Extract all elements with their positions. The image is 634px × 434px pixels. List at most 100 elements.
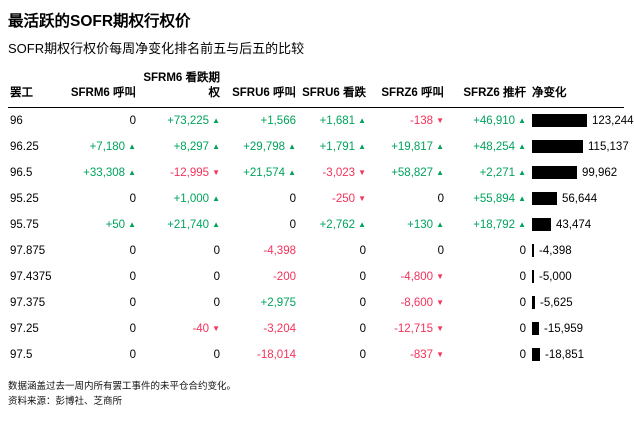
change-cell: 0 (359, 244, 366, 257)
change-cell: +7,180 ▲ (89, 140, 136, 153)
change-cell: +1,791 ▲ (319, 140, 366, 153)
change-cell: 0 (359, 270, 366, 283)
strike-cell: 97.4375 (10, 270, 52, 283)
net-change-cell: 115,137 (528, 134, 629, 160)
source-note: 资料来源：彭博社、芝商所 (8, 396, 123, 408)
change-cell: -138 ▼ (410, 114, 444, 127)
change-cell: 0 (437, 244, 444, 257)
net-change-value: -5,000 (539, 270, 572, 283)
change-cell: 0 (129, 322, 136, 335)
page-subtitle: SOFR期权行权价每周净变化排名前五与后五的比较 (8, 41, 305, 56)
up-triangle-icon: ▲ (212, 219, 220, 229)
strike-cell: 95.75 (10, 218, 39, 231)
data-note: 数据涵盖过去一周内所有罢工事件的未平仓合约变化。 (8, 380, 237, 392)
change-cell: +21,574 ▲ (243, 166, 296, 179)
column-header: SFRM6 呼叫 (68, 71, 138, 108)
net-change-value: 56,644 (562, 192, 598, 205)
change-cell: +58,827 ▲ (391, 166, 444, 179)
change-cell: 0 (129, 192, 136, 205)
change-cell: 0 (213, 348, 220, 361)
change-cell: +46,910 ▲ (473, 114, 526, 127)
change-cell: +29,798 ▲ (243, 140, 296, 153)
column-header: SFRZ6 推杆 (446, 71, 528, 108)
change-cell: -3,023 ▼ (322, 166, 366, 179)
change-cell: +19,817 ▲ (391, 140, 444, 153)
up-triangle-icon: ▲ (288, 167, 296, 177)
net-change-value: 123,244 (592, 114, 634, 127)
table-row: 96.25 +7,180 ▲ +8,297 ▲ +29,798 ▲ +1,791 ▲ +19,81… (8, 134, 629, 160)
up-triangle-icon: ▲ (436, 219, 444, 229)
column-header: 罢工 (8, 71, 68, 108)
net-change-value: -4,398 (539, 244, 572, 257)
page-title: 最活跃的SOFR期权行权价 (8, 13, 191, 30)
change-cell: +2,762 ▲ (319, 218, 366, 231)
net-change-cell: -5,625 (528, 290, 624, 316)
net-change-bar (532, 140, 583, 154)
down-triangle-icon: ▼ (212, 323, 220, 333)
change-cell: +1,000 ▲ (173, 192, 220, 205)
change-cell: 0 (519, 296, 526, 309)
table-header-row: 罢工 SFRM6 呼叫 SFRM6 看跌期权 SFRU6 呼叫 SFRU6 看跌 SFRZ… (8, 71, 624, 108)
column-header: SFRM6 看跌期权 (138, 71, 222, 108)
change-cell: 0 (129, 244, 136, 257)
strike-cell: 97.5 (10, 348, 33, 361)
net-change-cell: -5,000 (528, 264, 624, 290)
change-cell: 0 (289, 218, 296, 231)
column-header: SFRU6 看跌 (298, 71, 368, 108)
up-triangle-icon: ▲ (212, 193, 220, 203)
down-triangle-icon: ▼ (436, 271, 444, 281)
net-change-cell: 123,244 (528, 107, 634, 134)
table-row: 97.875 0 0 -4,398 0 0 0 -4,398 (8, 238, 624, 264)
change-cell: -40 ▼ (192, 322, 220, 335)
change-cell: 0 (519, 244, 526, 257)
up-triangle-icon: ▲ (128, 167, 136, 177)
change-cell: 0 (289, 192, 296, 205)
down-triangle-icon: ▼ (358, 193, 366, 203)
strike-cell: 97.375 (10, 296, 46, 309)
up-triangle-icon: ▲ (358, 115, 366, 125)
net-change-value: 99,962 (582, 166, 618, 179)
change-cell: 0 (213, 296, 220, 309)
net-change-bar (532, 244, 534, 258)
change-cell: 0 (359, 296, 366, 309)
up-triangle-icon: ▲ (128, 141, 136, 151)
net-change-bar (532, 218, 551, 232)
change-cell: 0 (519, 322, 526, 335)
change-cell: 0 (359, 348, 366, 361)
table-row: 96.5 +33,308 ▲ -12,995 ▼ +21,574 ▲ -3,023 ▼ +58,8… (8, 160, 624, 186)
up-triangle-icon: ▲ (518, 115, 526, 125)
strike-cell: 96.25 (10, 140, 39, 153)
up-triangle-icon: ▲ (518, 167, 526, 177)
change-cell: 0 (213, 270, 220, 283)
column-header: SFRU6 呼叫 (222, 71, 298, 108)
table-row: 97.25 0 -40 ▼ -3,204 0 -12,715 ▼ 0 -15,959 (8, 316, 624, 342)
net-change-value: -18,851 (545, 348, 585, 361)
change-cell: +33,308 ▲ (83, 166, 136, 179)
table-body: 96 0 +73,225 ▲ +1,566 +1,681 ▲ -138 ▼ +46,910 ▲ 123… (8, 107, 634, 368)
change-cell: 0 (519, 270, 526, 283)
footnotes: 数据涵盖过去一周内所有罢工事件的未平仓合约变化。 资料来源：彭博社、芝商所 (8, 379, 624, 409)
change-cell: +1,566 (260, 114, 297, 127)
change-cell: +8,297 ▲ (173, 140, 220, 153)
table-row: 97.5 0 0 -18,014 0 -837 ▼ 0 -18,851 (8, 342, 624, 368)
change-cell: -4,800 ▼ (400, 270, 444, 283)
strike-cell: 97.25 (10, 322, 39, 335)
change-cell: +18,792 ▲ (473, 218, 526, 231)
change-cell: -200 (272, 270, 296, 283)
change-cell: 0 (519, 348, 526, 361)
strike-cell: 95.25 (10, 192, 39, 205)
change-cell: +21,740 ▲ (167, 218, 220, 231)
net-change-cell: 56,644 (528, 186, 624, 212)
net-change-cell: -4,398 (528, 238, 624, 264)
up-triangle-icon: ▲ (358, 141, 366, 151)
change-cell: +130 ▲ (407, 218, 444, 231)
up-triangle-icon: ▲ (518, 141, 526, 151)
change-cell: +55,894 ▲ (473, 192, 526, 205)
net-change-bar (532, 322, 539, 336)
table-row: 95.25 0 +1,000 ▲ 0 -250 ▼ 0 +55,894 ▲ 56,644 (8, 186, 624, 212)
down-triangle-icon: ▼ (436, 297, 444, 307)
strike-cell: 96.5 (10, 166, 33, 179)
table-row: 97.4375 0 0 -200 0 -4,800 ▼ 0 -5,000 (8, 264, 624, 290)
change-cell: +2,975 (260, 296, 297, 309)
change-cell: -4,398 (263, 244, 296, 257)
